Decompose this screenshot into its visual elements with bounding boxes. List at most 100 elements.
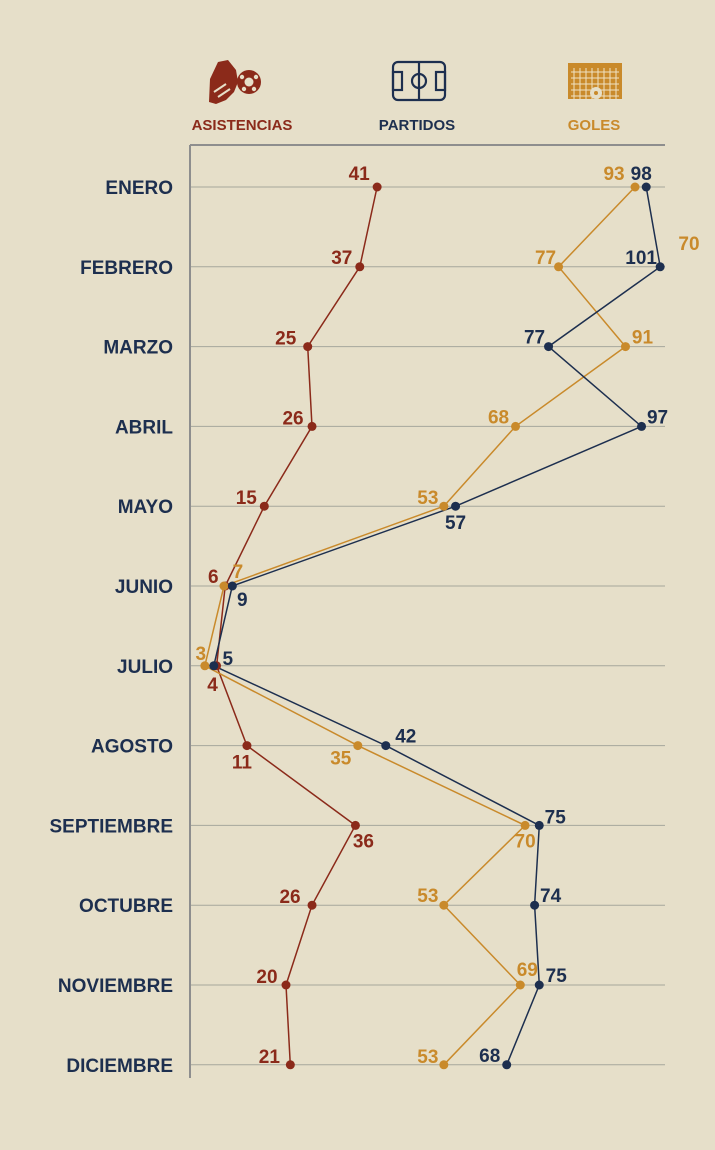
point-partidos xyxy=(637,421,647,431)
series-line-partidos xyxy=(212,186,662,1066)
value-label-goles: 91 xyxy=(632,328,654,349)
month-label-agosto: AGOSTO xyxy=(91,737,173,758)
legend-partidos: PARTIDOS xyxy=(379,60,455,134)
month-label-julio: JULIO xyxy=(117,657,173,678)
point-asistencias xyxy=(259,501,269,511)
value-labels: 4137252615641136262021981017797579542757… xyxy=(196,164,700,1068)
legend-label-goles: GOLES xyxy=(568,117,621,134)
value-label-partidos: 5 xyxy=(222,649,233,670)
value-label-partidos: 42 xyxy=(395,727,416,748)
series-points xyxy=(200,182,665,1070)
soccer-field-icon xyxy=(391,60,447,102)
value-label-asistencias: 6 xyxy=(208,567,219,588)
point-asistencias xyxy=(307,421,317,431)
point-asistencias xyxy=(281,980,291,990)
value-label-partidos: 98 xyxy=(631,164,652,185)
series-line-asistencias xyxy=(215,186,378,1065)
value-label-partidos: 101 xyxy=(625,248,657,269)
point-goles xyxy=(439,900,449,910)
point-partidos xyxy=(209,661,219,671)
series-lines xyxy=(203,186,662,1066)
point-partidos xyxy=(530,900,540,910)
month-label-marzo: MARZO xyxy=(103,338,173,359)
point-partidos xyxy=(227,581,237,591)
point-partidos xyxy=(641,182,651,192)
month-label-diciembre: DICIEMBRE xyxy=(66,1056,173,1077)
point-asistencias xyxy=(372,182,382,192)
point-asistencias xyxy=(303,342,313,352)
value-label-partidos: 9 xyxy=(237,590,248,611)
value-label-asistencias: 25 xyxy=(275,329,297,350)
value-label-goles: 7 xyxy=(233,562,244,583)
point-asistencias xyxy=(307,900,317,910)
point-partidos xyxy=(534,980,544,990)
extra-value-label: 70 xyxy=(678,234,699,255)
month-label-mayo: MAYO xyxy=(118,497,173,518)
value-label-asistencias: 20 xyxy=(256,967,277,988)
point-partidos xyxy=(502,1060,512,1070)
value-label-partidos: 68 xyxy=(479,1046,500,1067)
point-goles xyxy=(520,820,530,830)
point-goles xyxy=(200,661,210,671)
point-asistencias xyxy=(355,262,365,272)
value-label-asistencias: 37 xyxy=(331,248,352,269)
value-label-asistencias: 11 xyxy=(232,753,253,774)
point-goles xyxy=(219,581,229,591)
month-labels: ENERO FEBRERO MARZO ABRIL MAYO JUNIO JULIO AGOS… xyxy=(49,178,173,1077)
month-label-octubre: OCTUBRE xyxy=(79,896,173,917)
point-goles xyxy=(511,421,521,431)
point-asistencias xyxy=(285,1060,295,1070)
month-label-enero: ENERO xyxy=(105,178,173,199)
value-label-goles: 53 xyxy=(417,488,438,509)
value-label-goles: 77 xyxy=(535,248,556,269)
soccer-goal-icon xyxy=(568,63,622,99)
point-asistencias xyxy=(350,820,360,830)
value-label-partidos: 74 xyxy=(540,886,562,907)
legend-asistencias: ASISTENCIAS xyxy=(192,60,293,134)
point-partidos xyxy=(381,741,391,751)
value-label-asistencias: 21 xyxy=(259,1047,281,1068)
point-goles xyxy=(554,262,564,272)
value-label-goles: 35 xyxy=(330,749,352,770)
value-label-goles: 69 xyxy=(517,960,538,981)
value-label-goles: 70 xyxy=(515,831,536,852)
legend-goles: GOLES xyxy=(568,63,622,134)
month-label-septiembre: SEPTIEMBRE xyxy=(49,816,173,837)
value-label-partidos: 75 xyxy=(545,807,567,828)
value-label-partidos: 97 xyxy=(647,407,668,428)
value-label-asistencias: 15 xyxy=(236,488,258,509)
value-label-asistencias: 26 xyxy=(282,408,303,429)
point-goles xyxy=(353,741,363,751)
value-label-partidos: 77 xyxy=(524,328,545,349)
value-label-goles: 93 xyxy=(603,164,624,185)
series-line-goles xyxy=(203,186,636,1066)
value-label-goles: 3 xyxy=(196,644,207,665)
value-label-goles: 68 xyxy=(488,407,509,428)
month-label-febrero: FEBRERO xyxy=(80,258,173,279)
month-label-junio: JUNIO xyxy=(115,577,173,598)
value-label-partidos: 75 xyxy=(546,966,568,987)
value-label-partidos: 57 xyxy=(445,513,466,534)
point-partidos xyxy=(655,262,665,272)
point-partidos xyxy=(451,501,461,511)
month-label-noviembre: NOVIEMBRE xyxy=(58,976,173,997)
point-partidos xyxy=(534,820,544,830)
month-label-abril: ABRIL xyxy=(115,417,173,438)
point-goles xyxy=(439,501,449,511)
legend-label-partidos: PARTIDOS xyxy=(379,117,455,134)
value-label-asistencias: 36 xyxy=(353,831,374,852)
value-label-goles: 53 xyxy=(417,1047,438,1068)
point-goles xyxy=(620,342,630,352)
legend-label-asistencias: ASISTENCIAS xyxy=(192,117,293,134)
value-label-asistencias: 26 xyxy=(279,887,300,908)
point-partidos xyxy=(544,342,554,352)
value-label-asistencias: 4 xyxy=(207,675,218,696)
grid xyxy=(190,186,665,1066)
point-goles xyxy=(630,182,640,192)
point-goles xyxy=(439,1060,449,1070)
point-asistencias xyxy=(242,741,252,751)
value-label-goles: 53 xyxy=(417,886,438,907)
point-goles xyxy=(515,980,525,990)
value-label-asistencias: 41 xyxy=(349,164,371,185)
